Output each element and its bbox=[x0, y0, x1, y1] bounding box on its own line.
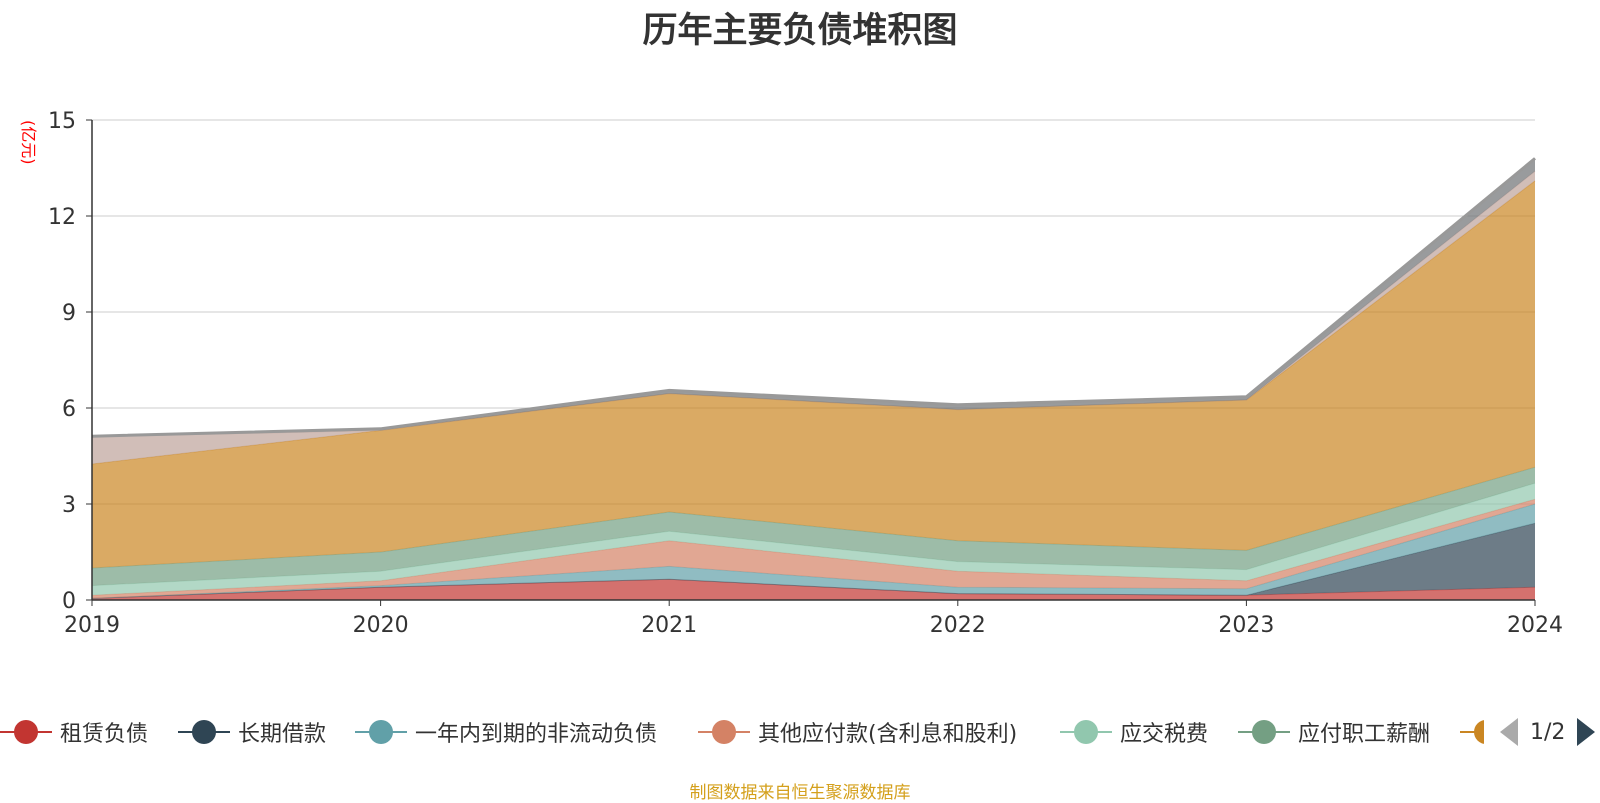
x-tick-label: 2024 bbox=[1507, 613, 1563, 638]
source-note: 制图数据来自恒生聚源数据库 bbox=[689, 783, 911, 803]
legend-label: 长期借款 bbox=[238, 722, 327, 747]
legend-item[interactable]: 长期借款 bbox=[178, 712, 326, 752]
chart-title: 历年主要负债堆积图 bbox=[642, 11, 958, 51]
area-series-2 bbox=[92, 504, 1535, 599]
legend-label: 其他应付款(含利息和股利) bbox=[758, 722, 1018, 747]
area-series-4 bbox=[92, 483, 1535, 596]
legend-label: 一年内到期的非流动负债 bbox=[415, 722, 658, 747]
total-line bbox=[91, 157, 1536, 438]
legend-item[interactable]: 应付职工薪酬 bbox=[1238, 712, 1430, 752]
area-series-6 bbox=[92, 180, 1535, 569]
x-tick-label: 2023 bbox=[1218, 613, 1274, 638]
legend-item[interactable]: 其他应付款(含利息和股利) bbox=[698, 712, 1017, 752]
y-tick-label: 12 bbox=[48, 205, 76, 230]
legend-pager: 1/2 bbox=[1500, 712, 1596, 752]
legend-item[interactable]: 一年内到期的非流动负债 bbox=[355, 712, 657, 752]
x-tick-label: 2021 bbox=[641, 613, 697, 638]
legend-marker-icon bbox=[698, 718, 750, 746]
legend-marker-icon bbox=[1238, 718, 1290, 746]
legend-label: 租赁负债 bbox=[60, 722, 149, 747]
area-series-7 bbox=[92, 171, 1535, 464]
legend-marker-icon bbox=[178, 718, 230, 746]
legend: 租赁负债 长期借款 一年内到期的非流动负债 其他应付款(含利息和股利) 应交税费 应付职工… bbox=[0, 712, 1600, 752]
legend-marker-icon bbox=[355, 718, 407, 746]
legend-marker-icon bbox=[0, 718, 52, 746]
y-tick-label: 0 bbox=[62, 589, 76, 614]
legend-marker-icon bbox=[1060, 718, 1112, 746]
y-tick-label: 3 bbox=[62, 493, 76, 518]
x-tick-label: 2020 bbox=[353, 613, 409, 638]
y-tick-label: 6 bbox=[62, 397, 76, 422]
legend-page-indicator: 1/2 bbox=[1530, 719, 1566, 745]
legend-label: 应交税费 bbox=[1120, 722, 1209, 747]
legend-item[interactable]: 应交税费 bbox=[1060, 712, 1208, 752]
legend-item[interactable]: 租赁负债 bbox=[0, 712, 148, 752]
legend-prev-icon[interactable] bbox=[1500, 718, 1518, 746]
x-tick-label: 2019 bbox=[64, 613, 120, 638]
legend-marker-icon bbox=[1460, 718, 1484, 746]
area-series-1 bbox=[92, 523, 1535, 599]
area-series-3 bbox=[92, 499, 1535, 599]
x-tick-label: 2022 bbox=[930, 613, 986, 638]
legend-item[interactable] bbox=[1460, 712, 1484, 752]
legend-label: 应付职工薪酬 bbox=[1298, 722, 1431, 747]
y-tick-label: 9 bbox=[62, 301, 76, 326]
area-series-0 bbox=[92, 579, 1535, 600]
y-tick-label: 15 bbox=[48, 109, 76, 134]
legend-next-icon[interactable] bbox=[1577, 718, 1596, 746]
